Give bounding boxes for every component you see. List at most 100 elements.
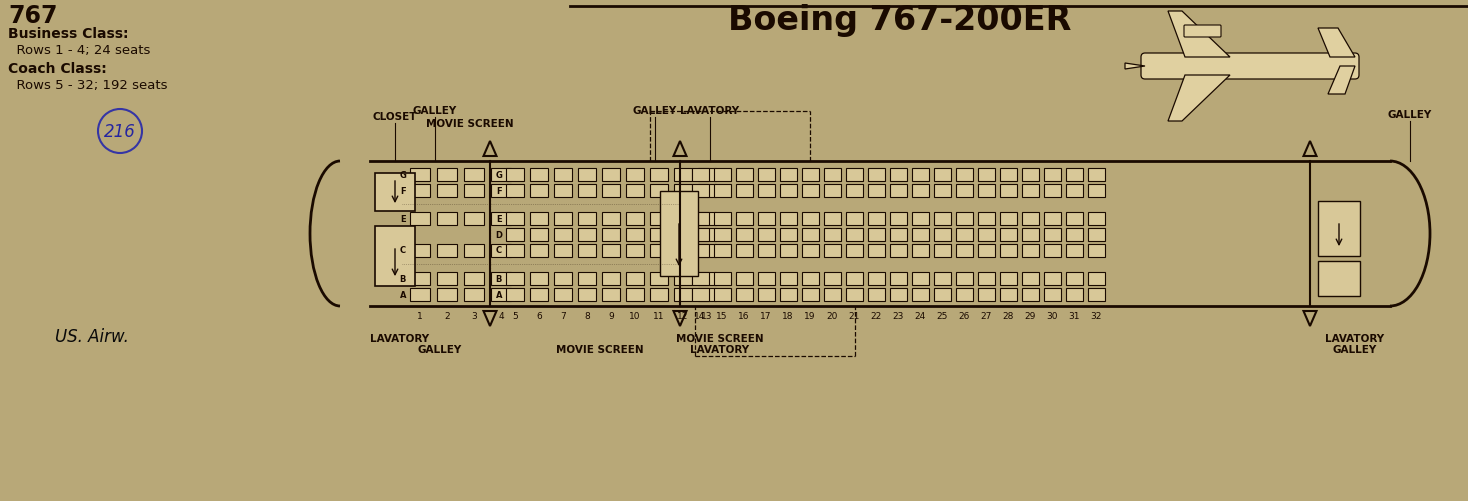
Bar xyxy=(553,168,573,181)
Bar xyxy=(1066,168,1082,181)
Bar xyxy=(578,168,596,181)
Bar xyxy=(506,244,524,257)
Bar xyxy=(674,244,691,257)
Bar xyxy=(934,288,950,301)
Bar xyxy=(1066,212,1082,225)
Bar xyxy=(464,212,484,225)
Bar xyxy=(890,288,907,301)
Bar xyxy=(713,228,731,241)
Bar xyxy=(956,212,972,225)
Bar xyxy=(625,244,644,257)
Bar xyxy=(735,212,753,225)
Bar xyxy=(780,288,797,301)
Bar xyxy=(824,288,841,301)
Bar xyxy=(846,228,863,241)
Bar xyxy=(956,184,972,197)
Bar xyxy=(1088,272,1104,285)
Bar xyxy=(674,228,691,241)
Bar xyxy=(846,288,863,301)
Text: 1: 1 xyxy=(417,312,423,320)
Bar xyxy=(868,244,885,257)
Bar xyxy=(464,272,484,285)
Text: 20: 20 xyxy=(826,312,838,320)
Bar xyxy=(802,228,819,241)
Bar xyxy=(1000,184,1016,197)
Bar xyxy=(846,212,863,225)
Bar xyxy=(934,228,950,241)
Bar xyxy=(735,184,753,197)
Bar xyxy=(868,168,885,181)
Bar xyxy=(846,244,863,257)
Text: 32: 32 xyxy=(1091,312,1101,320)
Bar xyxy=(824,228,841,241)
Bar xyxy=(846,272,863,285)
Bar xyxy=(625,228,644,241)
Text: GALLEY: GALLEY xyxy=(1333,344,1377,354)
Bar xyxy=(437,212,457,225)
Bar xyxy=(802,184,819,197)
Polygon shape xyxy=(1318,29,1355,58)
Bar xyxy=(490,168,511,181)
Bar xyxy=(674,212,691,225)
Text: 4: 4 xyxy=(498,312,504,320)
Text: 18: 18 xyxy=(782,312,794,320)
Bar xyxy=(650,184,668,197)
Text: 27: 27 xyxy=(981,312,992,320)
Text: A: A xyxy=(496,290,502,299)
Bar xyxy=(1022,288,1038,301)
Text: 25: 25 xyxy=(937,312,948,320)
Bar xyxy=(437,288,457,301)
Bar xyxy=(890,244,907,257)
Bar xyxy=(956,244,972,257)
Bar xyxy=(1000,228,1016,241)
Bar xyxy=(602,244,619,257)
Text: 23: 23 xyxy=(893,312,904,320)
Bar xyxy=(506,168,524,181)
Bar xyxy=(530,228,548,241)
Bar xyxy=(602,272,619,285)
Bar xyxy=(674,272,691,285)
Bar xyxy=(410,244,430,257)
Bar xyxy=(802,168,819,181)
Bar xyxy=(437,184,457,197)
Bar xyxy=(868,212,885,225)
Bar xyxy=(757,288,775,301)
Text: LAVATORY: LAVATORY xyxy=(1326,333,1384,343)
Text: C: C xyxy=(399,246,407,255)
Bar xyxy=(780,244,797,257)
Bar xyxy=(757,244,775,257)
Text: 22: 22 xyxy=(871,312,882,320)
Text: Boeing 767-200ER: Boeing 767-200ER xyxy=(728,4,1072,37)
Bar xyxy=(1044,228,1060,241)
Text: E: E xyxy=(496,214,502,223)
Text: MOVIE SCREEN: MOVIE SCREEN xyxy=(677,333,763,343)
Text: D: D xyxy=(495,230,502,239)
Bar xyxy=(625,288,644,301)
Text: Rows 1 - 4; 24 seats: Rows 1 - 4; 24 seats xyxy=(7,44,150,57)
Bar xyxy=(912,228,928,241)
Bar xyxy=(553,184,573,197)
Bar xyxy=(374,226,415,287)
Bar xyxy=(437,168,457,181)
Bar xyxy=(802,288,819,301)
Text: 13: 13 xyxy=(702,312,713,320)
Bar xyxy=(553,272,573,285)
Bar xyxy=(490,244,511,257)
Bar xyxy=(578,272,596,285)
Bar xyxy=(1318,262,1359,297)
Bar xyxy=(506,272,524,285)
Bar xyxy=(374,174,415,211)
Text: 10: 10 xyxy=(630,312,640,320)
Text: B: B xyxy=(399,274,407,283)
Bar xyxy=(802,212,819,225)
Bar xyxy=(846,184,863,197)
Bar xyxy=(1022,272,1038,285)
Bar xyxy=(868,272,885,285)
Bar xyxy=(697,184,716,197)
Bar xyxy=(956,288,972,301)
Bar xyxy=(1088,184,1104,197)
Polygon shape xyxy=(1169,12,1230,58)
Bar xyxy=(824,272,841,285)
Bar xyxy=(1000,244,1016,257)
Bar xyxy=(650,288,668,301)
